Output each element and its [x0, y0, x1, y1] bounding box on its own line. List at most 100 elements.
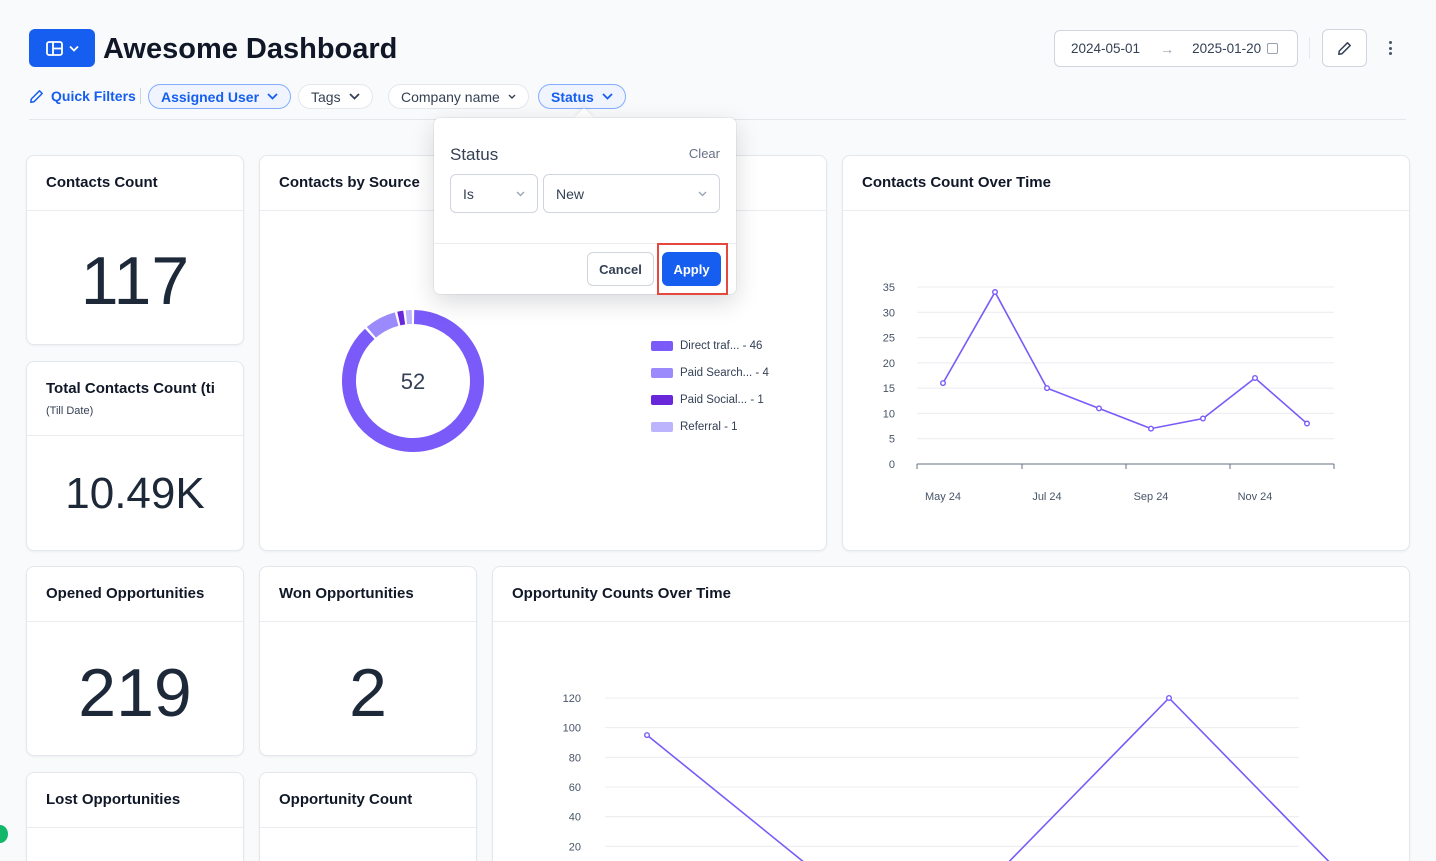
y-tick-label: 30 [883, 307, 895, 319]
widget-value: 2 [349, 655, 387, 731]
pencil-icon [1338, 41, 1351, 55]
widget-total-contacts: Total Contacts Count (ti (Till Date) 10.… [26, 361, 244, 551]
legend-label: Paid Social... - 1 [680, 393, 764, 406]
data-point [991, 289, 998, 296]
widget-divider [843, 210, 1409, 211]
status-value-select[interactable]: New [543, 174, 720, 213]
contacts-line-chart: 0 5 10 15 20 25 30 35 May 24 Jul 24 Sep 24 Nov 24 [883, 282, 1335, 503]
data-point [1304, 420, 1311, 427]
legend-swatch [651, 367, 673, 378]
chevron-down-icon [68, 45, 79, 52]
y-tick-label: 10 [883, 408, 895, 420]
pencil-icon [30, 89, 43, 103]
data-point [1148, 425, 1155, 432]
widget-title: Opportunity Count [279, 791, 413, 808]
edit-dashboard-button[interactable] [1322, 29, 1367, 67]
widget-value: 117 [80, 243, 190, 319]
filter-chip-company-name[interactable]: Company name [388, 84, 529, 109]
chevron-down-icon [267, 93, 278, 100]
popover-divider [434, 243, 736, 244]
chevron-down-icon [698, 191, 707, 196]
widget-subtitle: (Till Date) [46, 405, 94, 417]
donut-chart: 52 [342, 310, 484, 452]
chevron-down-icon [348, 93, 360, 100]
date-to: 2025-01-20 [1192, 41, 1262, 56]
y-tick-label: 60 [569, 782, 581, 794]
layout-switcher-button[interactable] [29, 29, 95, 67]
donut-slice [342, 310, 484, 452]
y-tick-label: 25 [883, 333, 895, 345]
widget-title: Lost Opportunities [46, 791, 181, 808]
chevron-down-icon [602, 93, 613, 100]
widget-opened-opportunities: Opened Opportunities 219 [26, 566, 244, 756]
status-indicator-dot [0, 825, 8, 843]
y-tick-label: 5 [889, 434, 895, 446]
legend-item[interactable]: Paid Search... - 4 [651, 359, 769, 386]
date-from: 2024-05-01 [1071, 41, 1141, 56]
series-line [942, 290, 1308, 430]
legend-item[interactable]: Referral - 1 [651, 413, 769, 440]
legend-swatch [651, 421, 673, 432]
page-title: Awesome Dashboard [103, 33, 398, 65]
widget-divider [27, 435, 243, 436]
widget-divider [27, 827, 243, 828]
arrow-right-icon: → [1160, 40, 1175, 57]
widget-divider [27, 621, 243, 622]
legend-item[interactable]: Direct traf... - 46 [651, 332, 769, 359]
quick-filters-label: Quick Filters [51, 88, 136, 104]
y-tick-label: 0 [889, 459, 895, 471]
widget-title: Contacts Count [46, 174, 158, 191]
filter-chip-label: Status [551, 88, 594, 105]
y-tick-label: 120 [563, 693, 581, 705]
widget-title: Contacts by Source [279, 174, 420, 191]
x-tick-label: Jul 24 [1032, 491, 1061, 503]
y-tick-label: 40 [569, 812, 581, 824]
widget-divider [493, 621, 1409, 622]
operator-value: Is [463, 185, 474, 202]
series-line [646, 696, 1330, 861]
data-point [1095, 405, 1102, 412]
widget-lost-opportunities: Lost Opportunities [26, 772, 244, 861]
widget-title: Opened Opportunities [46, 585, 205, 602]
x-tick-label: Nov 24 [1238, 491, 1273, 503]
status-value: New [556, 185, 585, 202]
donut-slice [366, 312, 399, 338]
legend-label: Direct traf... - 46 [680, 339, 763, 352]
filter-chip-status[interactable]: Status [538, 84, 626, 109]
widget-divider [260, 621, 476, 622]
widget-won-opportunities: Won Opportunities 2 [259, 566, 477, 756]
legend-swatch [651, 340, 673, 351]
quick-filters-button[interactable]: Quick Filters [29, 86, 136, 106]
y-tick-label: 35 [883, 282, 895, 294]
filter-chip-tags[interactable]: Tags [298, 84, 373, 109]
operator-select[interactable]: Is [450, 174, 538, 213]
filter-chip-label: Tags [311, 88, 341, 105]
data-point [939, 380, 946, 387]
widget-contacts-over-time: Contacts Count Over Time 0 5 10 15 20 25 30 35 M… [842, 155, 1410, 551]
x-tick-label: Sep 24 [1134, 491, 1169, 503]
y-tick-label: 20 [569, 841, 581, 853]
legend-label: Referral - 1 [680, 420, 738, 433]
quick-filters-divider [140, 88, 141, 104]
date-range-picker[interactable]: 2024-05-01 → 2025-01-20 [1054, 30, 1298, 67]
apply-button[interactable]: Apply [662, 252, 721, 286]
data-point [643, 732, 650, 739]
y-tick-label: 15 [883, 383, 895, 395]
x-tick-label: May 24 [925, 491, 961, 503]
donut-slice [397, 310, 406, 326]
data-point [1252, 375, 1259, 382]
y-tick-label: 80 [569, 752, 581, 764]
legend-item[interactable]: Paid Social... - 1 [651, 386, 769, 413]
widget-title: Won Opportunities [279, 585, 414, 602]
legend-label: Paid Search... - 4 [680, 366, 769, 379]
filter-chip-assigned-user[interactable]: Assigned User [148, 84, 292, 109]
widget-value: 10.49K [65, 469, 205, 518]
widget-title: Contacts Count Over Time [862, 174, 1051, 191]
cancel-button[interactable]: Cancel [587, 252, 654, 286]
clear-button[interactable]: Clear [688, 146, 720, 161]
status-filter-popover: Status Clear Is New Cancel Apply [434, 118, 736, 294]
donut-center-value: 52 [401, 369, 425, 394]
header-divider [1309, 37, 1310, 59]
popover-title: Status [450, 145, 499, 164]
more-options-icon[interactable] [1381, 38, 1399, 58]
